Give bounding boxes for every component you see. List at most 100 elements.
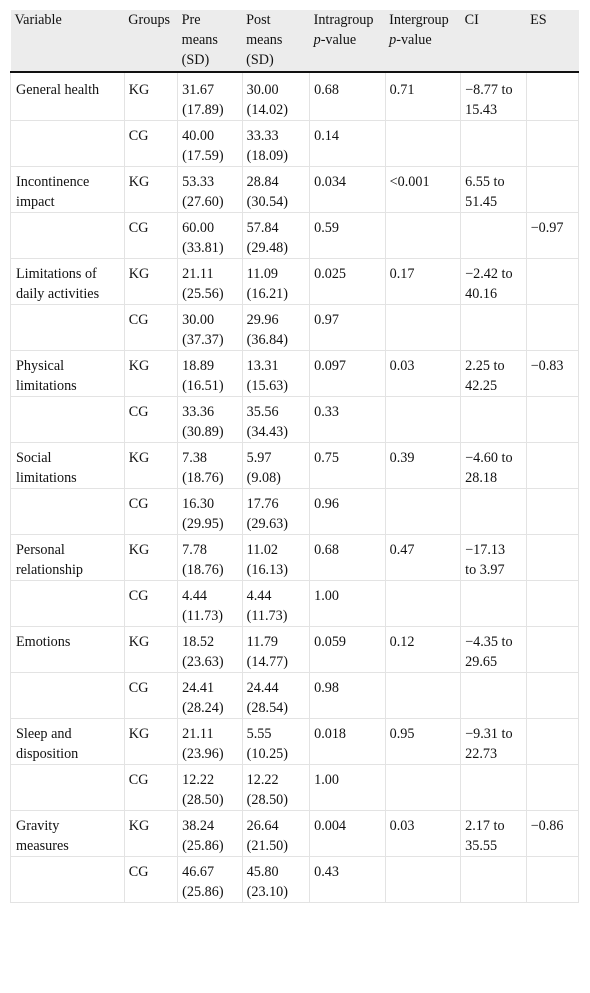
group-cell: CG — [124, 764, 179, 811]
pre-sd-value: (33.81) — [182, 240, 224, 256]
variable-cell: Emotions — [10, 626, 125, 673]
intragroup-p-value: 0.33 — [314, 404, 339, 420]
es-cell — [526, 304, 580, 351]
post-mean-value: 13.31 — [246, 358, 279, 374]
intergroup-p-value: 0.17 — [389, 266, 415, 282]
pre-means-cell: 12.22 (28.50) — [177, 764, 243, 811]
pre-mean-value: 33.36 — [182, 404, 215, 420]
pre-mean-value: 21.11 — [182, 726, 214, 742]
intergroup-p-value: <0.001 — [389, 174, 430, 190]
es-value: −0.97 — [530, 220, 564, 236]
pre-means-cell: 18.89 (16.51) — [177, 350, 243, 397]
ci-cell — [460, 488, 527, 535]
es-cell: −0.83 — [526, 350, 580, 397]
post-sd-value: (16.21) — [246, 286, 288, 302]
intragroup-p-cell: 0.034 — [309, 166, 386, 213]
intragroup-p-value: 0.43 — [314, 864, 339, 880]
intergroup-p-value: 0.95 — [389, 726, 415, 742]
intragroup-p-cell: 0.059 — [309, 626, 386, 673]
post-mean-value: 5.97 — [246, 450, 272, 466]
variable-cell: Personal relationship — [10, 534, 125, 581]
intragroup-p-value: 0.98 — [314, 680, 339, 696]
intergroup-p-cell: 0.12 — [385, 626, 462, 673]
post-means-cell: 5.97 (9.08) — [242, 442, 311, 489]
intergroup-p-cell — [385, 580, 462, 627]
ci-cell: 6.55 to 51.45 — [460, 166, 527, 213]
es-cell — [526, 71, 580, 121]
post-means-cell: 30.00 (14.02) — [242, 71, 311, 121]
pre-mean-value: 12.22 — [182, 772, 215, 788]
variable-line1: Incontinence — [16, 174, 90, 190]
es-cell — [526, 488, 580, 535]
variable-cell — [10, 120, 125, 167]
pre-sd-value: (28.24) — [182, 700, 224, 716]
group-cell: CG — [124, 396, 179, 443]
post-sd-value: (23.10) — [246, 884, 288, 900]
ci-line1: 6.55 to — [465, 174, 505, 190]
table-row: Sleep and disposition KG 21.11 (23.96) 5.55 (1… — [10, 718, 580, 765]
ci-line1: −4.60 to — [465, 450, 513, 466]
intergroup-p-value: 0.39 — [389, 450, 415, 466]
group-cell: KG — [124, 350, 179, 397]
group-label: KG — [128, 174, 150, 190]
es-cell — [526, 580, 580, 627]
ci-cell — [460, 120, 527, 167]
variable-line1: General health — [16, 82, 100, 98]
ci-cell: −4.35 to 29.65 — [460, 626, 527, 673]
ci-line1: −4.35 to — [465, 634, 513, 650]
ci-cell: −2.42 to 40.16 — [460, 258, 527, 305]
variable-cell — [10, 764, 125, 811]
post-mean-value: 26.64 — [246, 818, 279, 834]
es-cell — [526, 764, 580, 811]
intragroup-p-cell: 0.33 — [309, 396, 386, 443]
group-cell: KG — [124, 258, 179, 305]
intragroup-p-value: 0.025 — [314, 266, 347, 282]
intergroup-p-value: 0.47 — [389, 542, 415, 558]
ci-cell — [460, 856, 527, 903]
intragroup-p-value: 0.059 — [314, 634, 347, 650]
es-cell — [526, 258, 580, 305]
group-label: KG — [128, 726, 150, 742]
pre-sd-value: (29.95) — [182, 516, 224, 532]
pre-mean-value: 7.38 — [182, 450, 207, 466]
ci-cell: −9.31 to 22.73 — [460, 718, 527, 765]
pre-sd-value: (23.96) — [182, 746, 224, 762]
ci-cell: 2.17 to 35.55 — [460, 810, 527, 857]
variable-line1: Gravity — [16, 818, 60, 834]
header-intra-value: -value — [320, 32, 357, 48]
header-row: Variable Groups Pre means (SD) Post means (S… — [10, 10, 579, 73]
intragroup-p-cell: 0.96 — [309, 488, 386, 535]
header-variable-label: Variable — [14, 12, 62, 28]
header-inter-line1: Intergroup — [389, 12, 449, 28]
post-sd-value: (30.54) — [246, 194, 288, 210]
intragroup-p-value: 1.00 — [314, 588, 339, 604]
variable-cell — [10, 212, 125, 259]
intragroup-p-cell: 0.75 — [309, 442, 386, 489]
ci-cell: −8.77 to 15.43 — [460, 71, 527, 121]
intragroup-p-cell: 0.025 — [309, 258, 386, 305]
intergroup-p-cell: 0.03 — [385, 810, 462, 857]
intragroup-p-cell: 0.68 — [309, 534, 386, 581]
intragroup-p-value: 0.97 — [314, 312, 339, 328]
variable-line2: limitations — [16, 470, 77, 486]
ci-cell — [460, 396, 527, 443]
pre-sd-value: (25.56) — [182, 286, 224, 302]
pre-means-cell: 21.11 (25.56) — [177, 258, 243, 305]
pre-means-cell: 31.67 (17.89) — [177, 71, 243, 121]
variable-cell: Gravity measures — [10, 810, 125, 857]
variable-cell — [10, 580, 125, 627]
pre-means-cell: 24.41 (28.24) — [177, 672, 243, 719]
pre-sd-value: (18.76) — [182, 562, 224, 578]
table-row: CG 12.22 (28.50) 12.22 (28.50) 1.00 — [10, 764, 580, 811]
intragroup-p-value: 0.004 — [314, 818, 347, 834]
ci-line2: 15.43 — [465, 102, 498, 118]
post-sd-value: (11.73) — [246, 608, 288, 624]
variable-line2: relationship — [16, 562, 83, 578]
variable-line1: Limitations of — [16, 266, 97, 282]
ci-line2: to 3.97 — [465, 562, 505, 578]
pre-mean-value: 21.11 — [182, 266, 214, 282]
pre-mean-value: 7.78 — [182, 542, 207, 558]
group-cell: CG — [124, 120, 179, 167]
group-cell: CG — [124, 856, 179, 903]
header-ci: CI — [460, 10, 527, 73]
